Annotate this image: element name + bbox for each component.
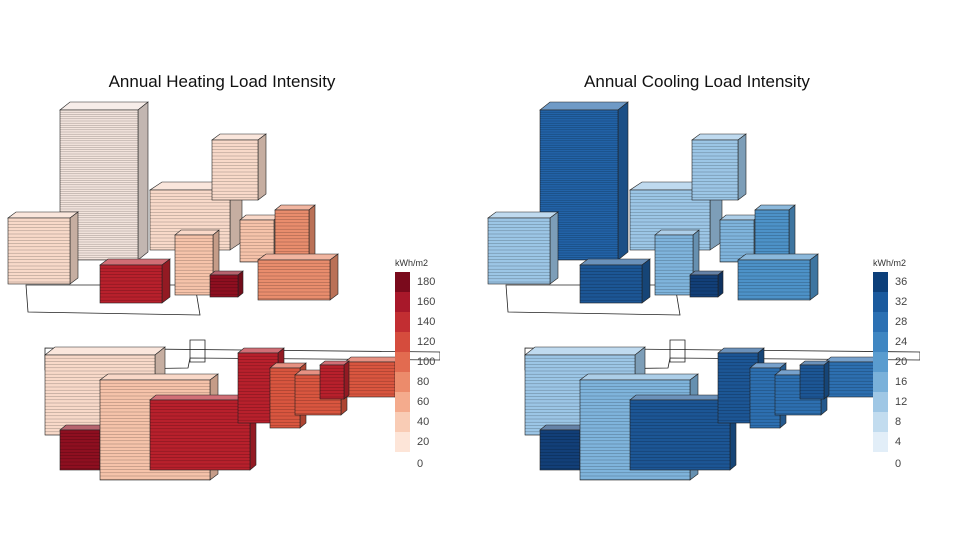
cooling-legend-tick: 24 — [895, 336, 908, 348]
cooling-building-east-slab — [737, 253, 819, 301]
heating-legend-swatch — [395, 392, 410, 412]
cooling-building-row-block-5 — [799, 360, 830, 400]
heating-legend-swatch — [395, 292, 410, 312]
heating-building-row-block-5 — [319, 360, 350, 400]
cooling-legend-tick: 20 — [895, 356, 908, 368]
heating-building-tall-tower — [59, 101, 149, 261]
cooling-building-triangular-courtyard — [629, 394, 737, 471]
heating-legend-tick: 180 — [417, 276, 436, 288]
heating-building-small-block — [209, 270, 244, 298]
cooling-legend-tick: 36 — [895, 276, 908, 288]
cooling-building-terrace-block-west — [579, 258, 651, 304]
heating-legend-swatch — [395, 312, 410, 332]
cooling-legend-swatch — [873, 332, 888, 352]
heating-legend-tick: 120 — [417, 336, 436, 348]
heating-legend-tick: 80 — [417, 376, 430, 388]
heating-legend-swatch — [395, 352, 410, 372]
heating-legend-tick: 140 — [417, 316, 436, 328]
heating-legend-tick: 160 — [417, 296, 436, 308]
cooling-legend-tick: 0 — [895, 458, 902, 470]
heating-building-southwest-corner-block — [59, 424, 107, 471]
cooling-legend-swatch — [873, 292, 888, 312]
cooling-legend-swatch — [873, 432, 888, 452]
heating-legend-unit: kWh/m2 — [395, 258, 429, 268]
heating-legend-tick: 40 — [417, 416, 430, 428]
heating-building-midrise-tower — [211, 133, 267, 201]
heating-load-3d-map — [7, 101, 440, 481]
cooling-legend-swatch — [873, 312, 888, 332]
heating-building-west-courtyard-block — [7, 211, 79, 285]
heating-building-triangular-courtyard — [149, 394, 257, 471]
cooling-legend-swatch — [873, 392, 888, 412]
heating-legend-swatch — [395, 432, 410, 452]
cooling-building-southwest-corner-block — [539, 424, 587, 471]
cooling-legend-swatch — [873, 412, 888, 432]
cooling-legend-tick: 32 — [895, 296, 908, 308]
cooling-building-midrise-tower — [691, 133, 747, 201]
heating-legend-swatch — [395, 372, 410, 392]
heating-building-row-block-4 — [344, 356, 402, 398]
heating-legend-tick: 60 — [417, 396, 430, 408]
cooling-legend-tick: 4 — [895, 436, 902, 448]
cooling-legend-tick: 28 — [895, 316, 908, 328]
cooling-legend-swatch — [873, 352, 888, 372]
heating-building-east-slab — [257, 253, 339, 301]
cooling-building-block-c — [754, 204, 796, 261]
cooling-building-block-a — [654, 229, 700, 296]
heating-building-terrace-block-west — [99, 258, 171, 304]
cooling-panel-title: Annual Cooling Load Intensity — [584, 72, 810, 91]
cooling-load-3d-map — [487, 101, 920, 481]
heating-legend-tick: 100 — [417, 356, 436, 368]
cooling-legend-tick: 12 — [895, 396, 908, 408]
cooling-ground-outline — [669, 339, 686, 363]
heating-panel-title: Annual Heating Load Intensity — [108, 72, 336, 91]
heating-ground-outline — [189, 339, 206, 363]
cooling-legend-tick: 16 — [895, 376, 908, 388]
cooling-building-west-courtyard-block — [487, 211, 559, 285]
cooling-building-small-block — [689, 270, 724, 298]
cooling-legend-swatch — [873, 372, 888, 392]
heating-legend-swatch — [395, 412, 410, 432]
heating-legend-tick: 0 — [417, 458, 424, 470]
cooling-legend-unit: kWh/m2 — [873, 258, 907, 268]
heating-legend-swatch — [395, 332, 410, 352]
heating-legend-swatch — [395, 272, 410, 292]
heating-legend-tick: 20 — [417, 436, 430, 448]
cooling-legend-swatch — [873, 272, 888, 292]
heating-building-block-c — [274, 204, 316, 261]
cooling-legend-tick: 8 — [895, 416, 902, 428]
